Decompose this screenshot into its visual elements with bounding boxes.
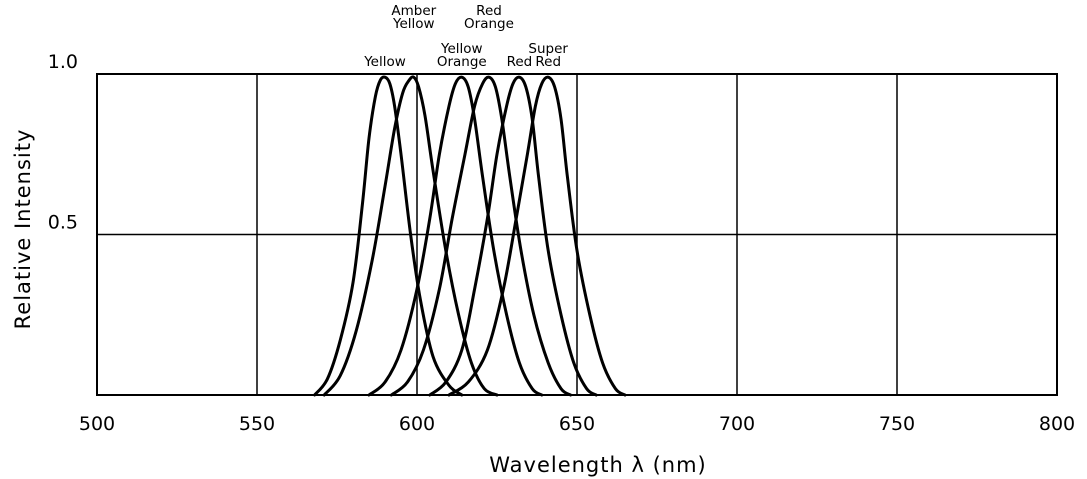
x-tick-label-500: 500: [79, 413, 115, 435]
curve-label-line: Super: [528, 41, 568, 57]
curve-label-line: Amber: [391, 3, 436, 19]
curve-labels: YellowAmberYellowYellowOrangeRedOrangeRe…: [363, 3, 568, 70]
y-tick-label-1.0: 1.0: [48, 51, 78, 73]
curve-label-red: Red: [507, 54, 533, 70]
x-tick-label-800: 800: [1039, 413, 1075, 435]
curve-label-line: Yellow: [392, 16, 435, 32]
x-tick-label-550: 550: [239, 413, 275, 435]
curve-red-orange: [389, 75, 573, 397]
curve-label-line: Orange: [464, 16, 514, 32]
curve-label-line: Orange: [437, 54, 487, 70]
curve-label-line: Red: [507, 54, 533, 70]
curve-label-line: Yellow: [363, 54, 406, 70]
spectral-curves: [313, 75, 627, 397]
curve-super-red: [447, 75, 627, 397]
curve-label-yellow: Yellow: [363, 54, 406, 70]
curve-label-line: Yellow: [440, 41, 483, 57]
curve-label-line: Red: [476, 3, 502, 19]
y-axis-title: Relative Intensity: [11, 129, 35, 330]
curve-amber-yellow: [322, 75, 499, 397]
plot-frame: [96, 73, 1058, 396]
x-axis-title: Wavelength λ (nm): [489, 453, 707, 477]
x-tick-label-750: 750: [879, 413, 915, 435]
x-tick-label-600: 600: [399, 413, 435, 435]
x-axis-tick-labels: 500 550 600 650 700 750 800: [79, 413, 1075, 435]
x-tick-label-650: 650: [559, 413, 595, 435]
y-tick-label-0.5: 0.5: [48, 212, 78, 234]
x-tick-label-700: 700: [719, 413, 755, 435]
y-axis-tick-labels: 0.5 1.0: [48, 51, 78, 234]
curve-yellow: [313, 75, 464, 397]
curve-yellow-orange: [367, 75, 544, 397]
curve-label-line: Red: [535, 54, 561, 70]
curve-red: [428, 75, 598, 397]
grid-lines: [97, 74, 1057, 395]
